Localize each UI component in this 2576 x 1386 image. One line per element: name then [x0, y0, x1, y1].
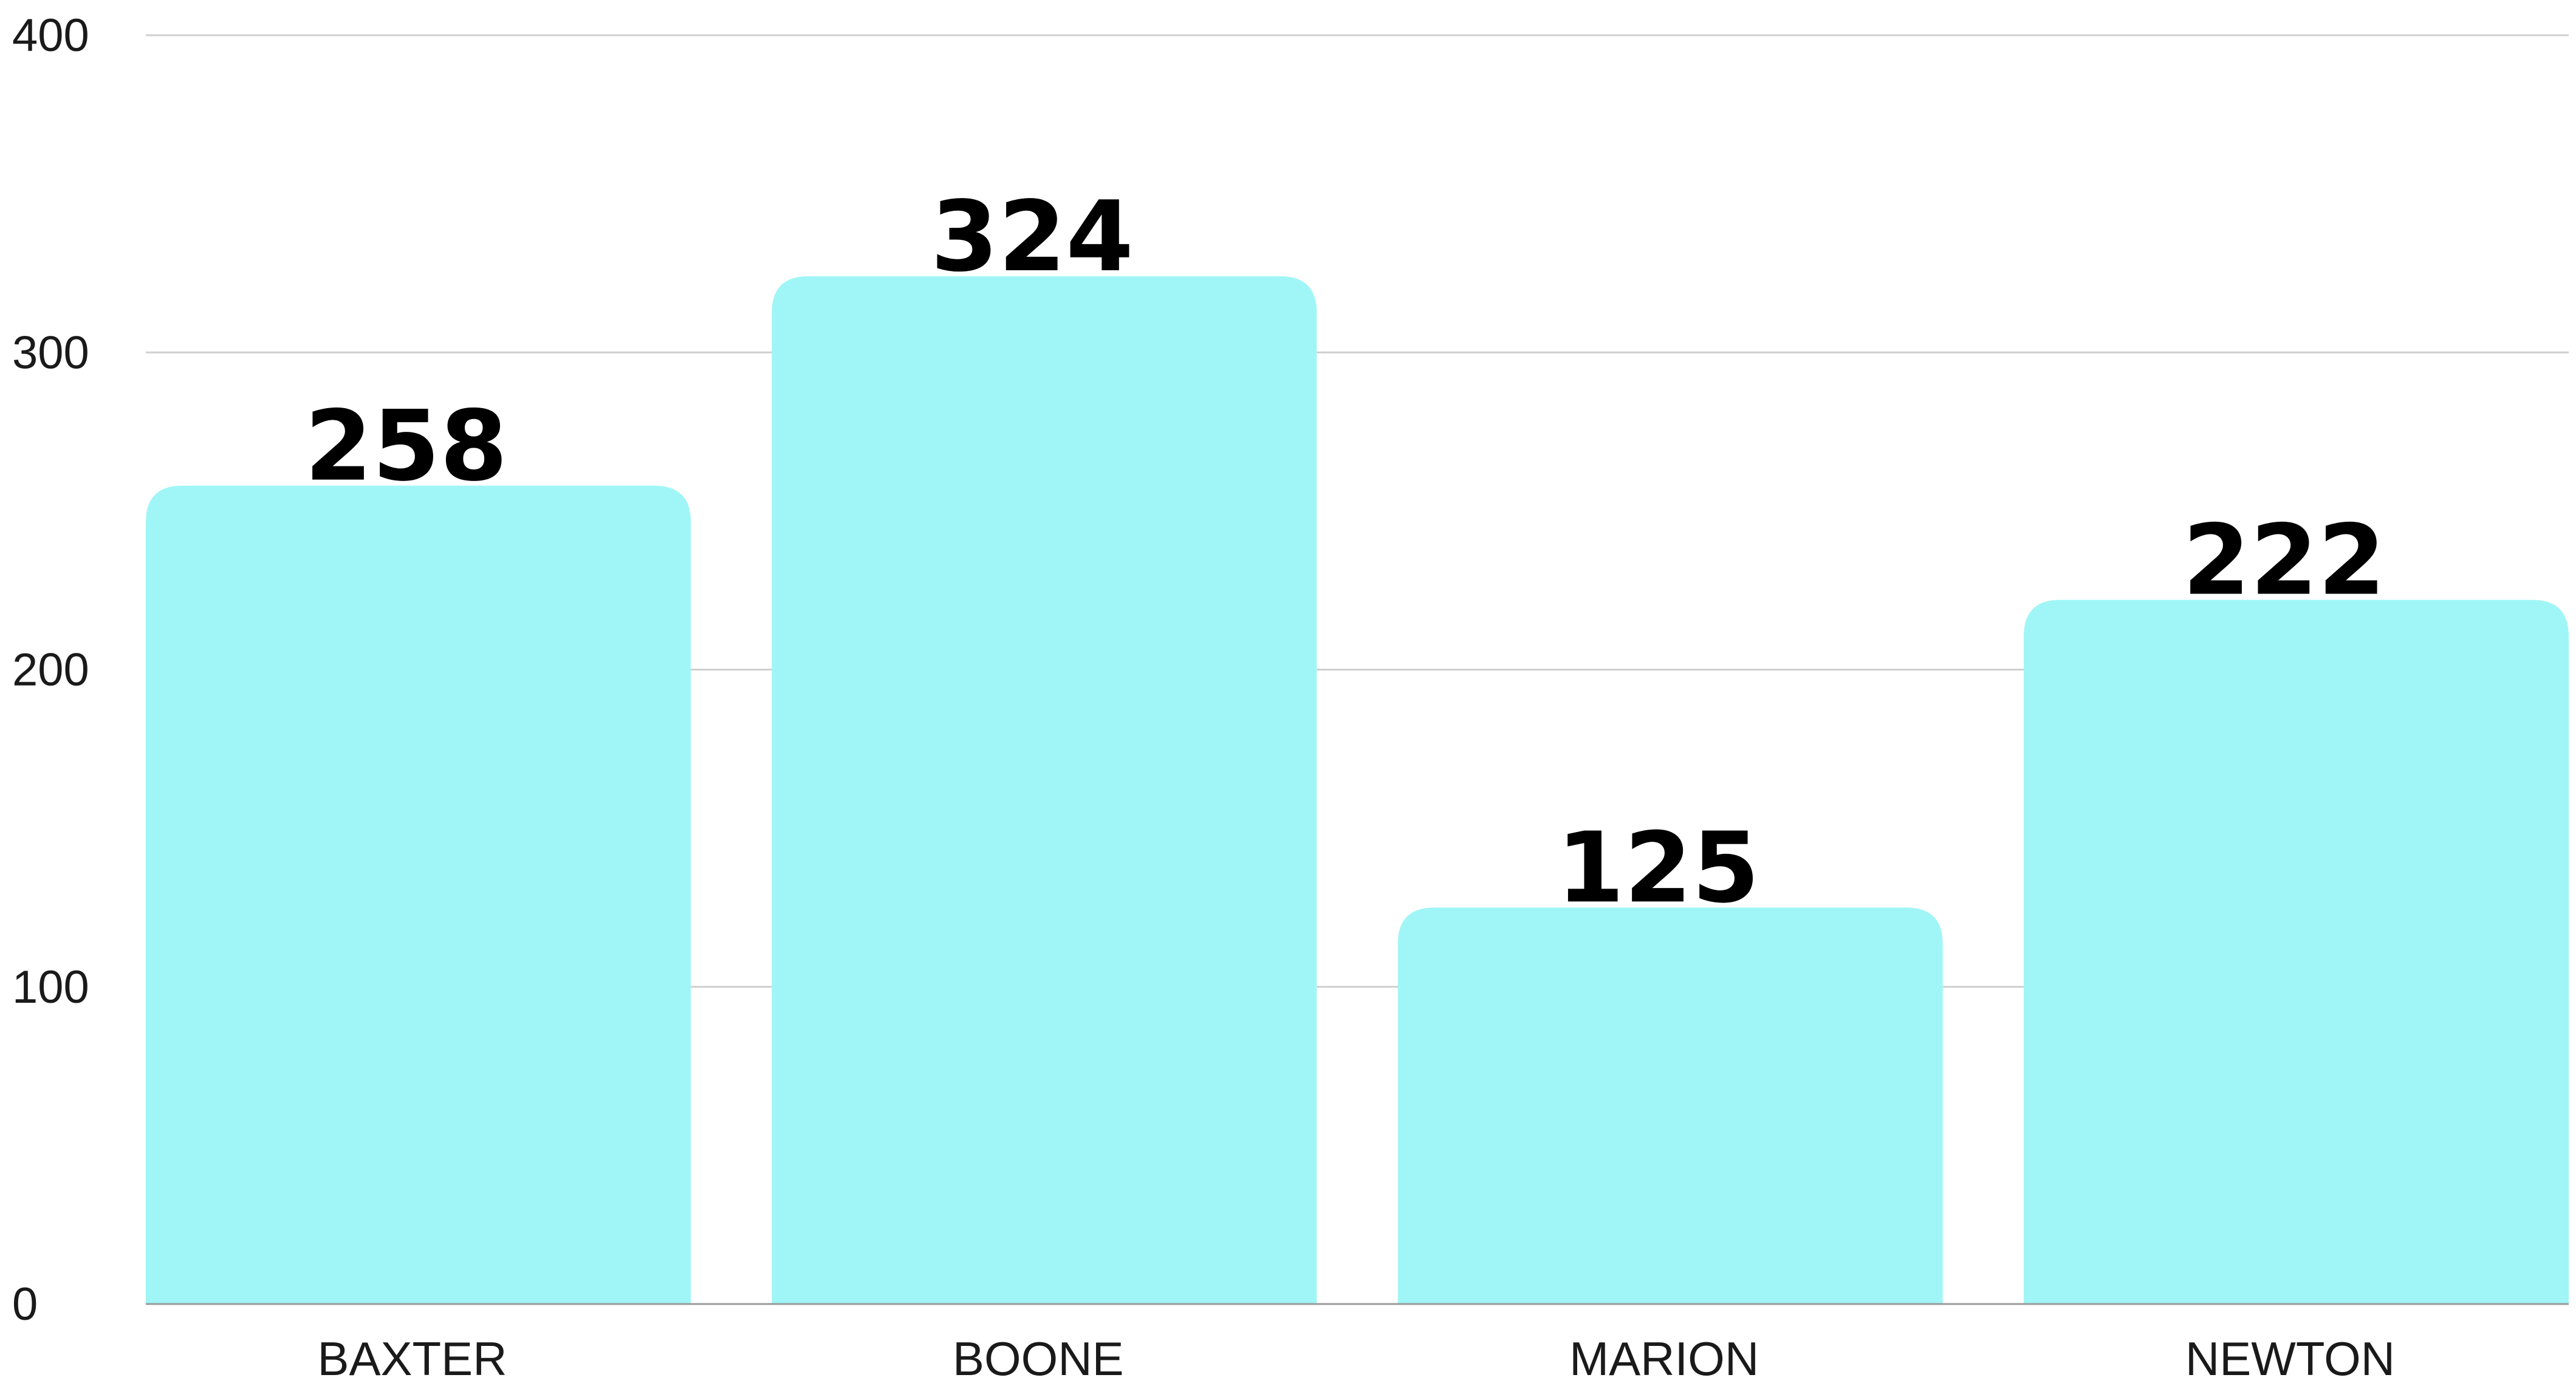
bar-newton	[2024, 599, 2569, 1304]
data-label: 324	[931, 180, 1134, 293]
data-label: 258	[305, 389, 508, 503]
y-tick-label: 200	[12, 644, 89, 696]
x-tick-label: BOONE	[953, 1332, 1124, 1385]
bars	[146, 276, 2569, 1304]
x-tick-label: NEWTON	[2185, 1332, 2395, 1385]
bar-boone	[772, 276, 1317, 1304]
labels: 0 100 200 300 400 258 BAXTER 324 BOONE 125 MARION 2…	[12, 10, 2395, 1385]
y-tick-label: 100	[12, 961, 89, 1013]
x-tick-label: BAXTER	[317, 1332, 507, 1385]
x-tick-label: MARION	[1569, 1332, 1759, 1385]
y-tick-label: 300	[12, 327, 89, 378]
bar-baxter	[146, 485, 691, 1304]
y-tick-label: 400	[12, 10, 89, 61]
y-tick-label: 0	[12, 1278, 38, 1330]
bar-marion	[1397, 907, 1943, 1304]
data-label: 222	[2183, 504, 2386, 617]
data-label: 125	[1557, 811, 1759, 924]
